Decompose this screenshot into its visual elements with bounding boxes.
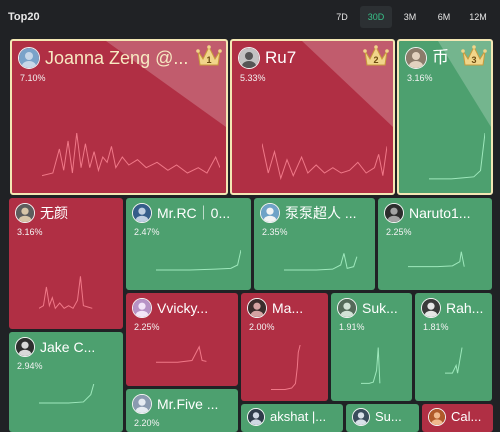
avatar — [247, 408, 265, 426]
tile-percent: 1.91% — [339, 322, 365, 332]
avatar — [352, 408, 370, 426]
sparkline — [271, 345, 318, 391]
sparkline — [156, 250, 241, 280]
tile-16[interactable]: Cal... — [422, 404, 493, 432]
avatar — [405, 47, 427, 69]
avatar — [337, 298, 357, 318]
tile-6[interactable]: 泵泵超人 ... 2.35% — [254, 198, 375, 290]
sparkline — [408, 250, 482, 280]
tile-name: Naruto1... — [409, 205, 471, 221]
tile-name: Vvicky... — [157, 300, 209, 316]
tile-name: akshat |... — [270, 409, 327, 424]
sparkline — [429, 133, 485, 181]
rank-crown-icon: 1 — [196, 45, 222, 66]
sparkline — [156, 345, 228, 376]
tile-4[interactable]: 无颜 3.16% — [9, 198, 123, 329]
tile-percent: 2.35% — [262, 227, 288, 237]
tile-12[interactable]: Jake C... 2.94% — [9, 332, 123, 432]
avatar — [132, 298, 152, 318]
tile-13[interactable]: Mr.Five ... 2.20% — [126, 389, 238, 432]
avatar — [15, 337, 35, 357]
avatar — [260, 203, 280, 223]
tile-8[interactable]: Vvicky... 2.25% — [126, 293, 238, 386]
tile-percent: 2.00% — [249, 322, 275, 332]
avatar — [15, 203, 35, 223]
rank-number: 1 — [206, 55, 211, 65]
period-3m[interactable]: 3M — [403, 12, 417, 22]
avatar — [428, 408, 446, 426]
avatar — [247, 298, 267, 318]
sparkline — [262, 133, 387, 181]
tile-name: Mr.Five ... — [157, 396, 219, 412]
tile-percent: 3.16% — [407, 73, 433, 83]
tile-name: Ru7 — [265, 48, 297, 67]
sparkline — [39, 271, 113, 319]
period-selector: 7D 30D 3M 6M 12M — [326, 6, 494, 30]
tile-name: Jake C... — [40, 339, 96, 355]
tile-10[interactable]: Suk... 1.91% — [331, 293, 412, 401]
period-7d[interactable]: 7D — [336, 12, 348, 22]
sparkline — [42, 133, 220, 181]
avatar — [18, 47, 40, 69]
tile-1[interactable]: Joanna Zeng @... 7.10% 1 — [10, 39, 228, 195]
sparkline — [361, 345, 402, 391]
avatar — [384, 203, 404, 223]
tile-name: Cal... — [451, 409, 482, 424]
avatar — [238, 47, 260, 69]
tile-name: Joanna Zeng @... — [45, 48, 189, 68]
tile-name: Ma... — [272, 300, 304, 316]
sparkline — [445, 345, 482, 391]
tile-name: Su... — [375, 409, 402, 424]
avatar — [132, 203, 152, 223]
tile-percent: 7.10% — [20, 73, 46, 83]
tile-percent: 5.33% — [240, 73, 266, 83]
rank-crown-icon: 3 — [461, 45, 487, 66]
sparkline — [284, 250, 365, 280]
tile-name: 泵泵超人 ... — [285, 205, 357, 221]
tile-percent: 2.25% — [134, 322, 160, 332]
tile-name: Suk... — [362, 300, 398, 316]
sparkline — [39, 384, 113, 422]
tile-percent: 3.16% — [17, 227, 43, 237]
tile-name: Mr.RC｜0... — [157, 205, 231, 221]
period-6m[interactable]: 6M — [437, 12, 451, 22]
tile-5[interactable]: Mr.RC｜0... 2.47% — [126, 198, 251, 290]
tile-percent: 2.25% — [386, 227, 412, 237]
tile-percent: 2.20% — [134, 418, 160, 428]
rank-number: 3 — [471, 55, 476, 65]
top20-title: Top20 — [8, 11, 40, 23]
period-30d[interactable]: 30D — [360, 6, 392, 28]
tile-name: 无颜 — [40, 205, 68, 221]
tile-2[interactable]: Ru7 5.33% 2 — [230, 39, 395, 195]
tile-percent: 1.81% — [423, 322, 449, 332]
period-12m[interactable]: 12M — [469, 12, 487, 22]
tile-percent: 2.94% — [17, 361, 43, 371]
rank-crown-icon: 2 — [363, 45, 389, 66]
tile-9[interactable]: Ma... 2.00% — [241, 293, 328, 401]
avatar — [132, 394, 152, 414]
tile-15[interactable]: Su... — [346, 404, 419, 432]
tile-14[interactable]: akshat |... — [241, 404, 343, 432]
tile-name: 币 — [432, 48, 449, 67]
tile-percent: 2.47% — [134, 227, 160, 237]
tile-7[interactable]: Naruto1... 2.25% — [378, 198, 492, 290]
tile-3[interactable]: 币 3.16% 3 — [397, 39, 493, 195]
rank-number: 2 — [373, 55, 378, 65]
tile-11[interactable]: Rah... 1.81% — [415, 293, 492, 401]
tile-name: Rah... — [446, 300, 484, 316]
avatar — [421, 298, 441, 318]
